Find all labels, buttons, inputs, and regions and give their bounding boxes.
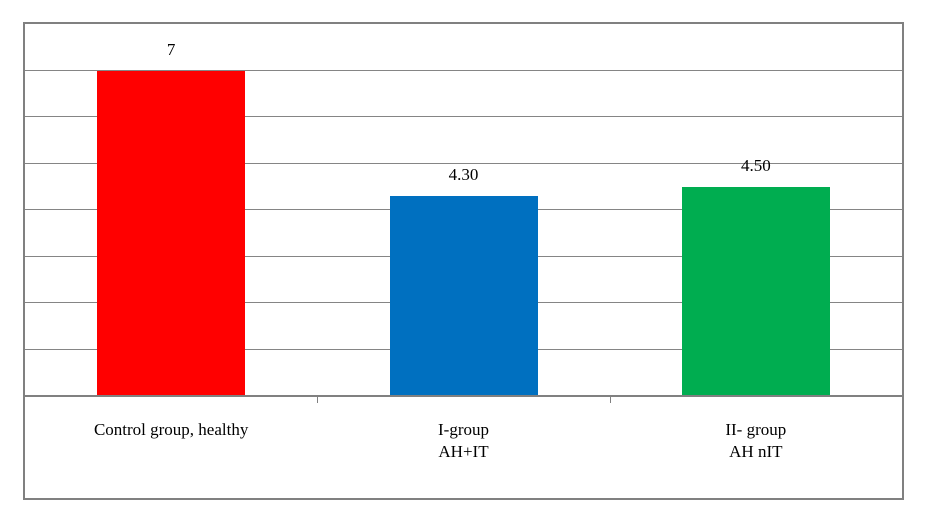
category-label-line: AH+IT	[438, 442, 489, 461]
bar	[97, 70, 246, 396]
category-label-line: I-group	[438, 420, 489, 439]
plot-area: 7 4.30 4.50	[25, 24, 902, 396]
value-label: 4.30	[448, 165, 479, 185]
category-label: I-group AH+IT	[317, 397, 609, 463]
category-label-line: AH nIT	[729, 442, 783, 461]
axis-tick	[317, 397, 319, 403]
category-label-line: II- group	[725, 420, 787, 439]
category-label: II- group AH nIT	[610, 397, 902, 463]
bar	[681, 186, 830, 396]
gridline	[25, 162, 902, 164]
value-label: 4.50	[740, 155, 771, 175]
gridline	[25, 69, 902, 71]
chart-frame: 7 4.30 4.50 Control group, healthy I-group A…	[23, 22, 904, 500]
category-label: Control group, healthy	[25, 397, 317, 463]
x-axis-line	[25, 395, 902, 397]
category-label-line: Control group, healthy	[93, 420, 249, 439]
axis-tick	[609, 397, 611, 403]
bar	[389, 196, 538, 396]
category-labels-row: Control group, healthy I-group AH+IT II- gr…	[25, 397, 902, 463]
value-label: 7	[166, 39, 176, 59]
gridline	[25, 116, 902, 117]
